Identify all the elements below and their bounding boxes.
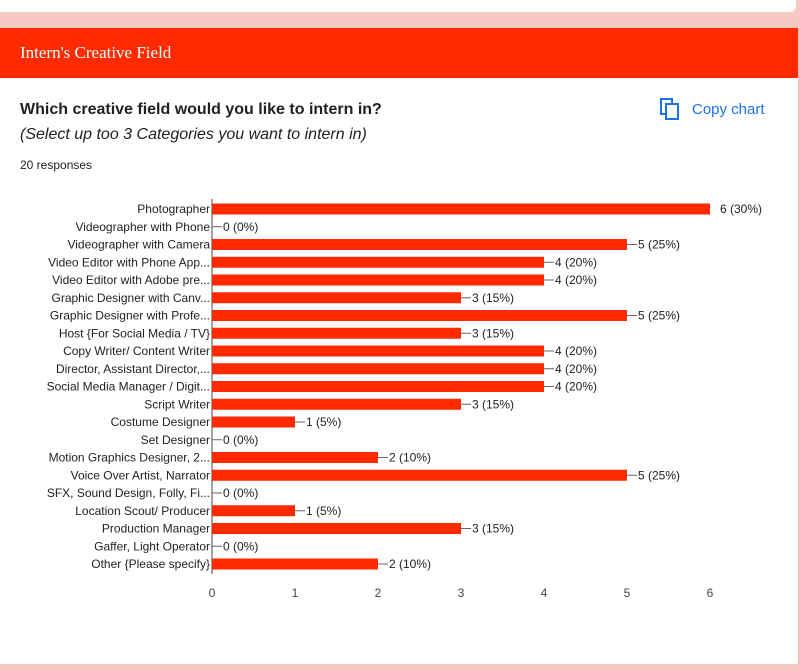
category-label: Location Scout/ Producer: [75, 504, 210, 518]
data-label: 0 (0%): [223, 539, 258, 553]
data-label: 5 (25%): [638, 238, 680, 252]
x-tick-label: 6: [707, 586, 714, 600]
data-label: 1 (5%): [306, 415, 341, 429]
bar: [212, 523, 461, 534]
category-label: Voice Over Artist, Narrator: [71, 468, 210, 482]
category-label: Costume Designer: [111, 415, 210, 429]
section-title: Intern's Creative Field: [20, 43, 172, 62]
data-label: 4 (20%): [555, 362, 597, 376]
bar: [212, 363, 544, 375]
data-label: 3 (15%): [472, 326, 514, 340]
data-label: 0 (0%): [223, 433, 258, 447]
data-label: 2 (10%): [389, 451, 431, 465]
data-label: 3 (15%): [472, 522, 514, 536]
category-label: Video Editor with Phone App...: [48, 255, 210, 269]
category-label: Photographer: [137, 202, 210, 216]
category-label: Videographer with Camera: [67, 238, 210, 252]
data-label: 1 (5%): [306, 504, 341, 518]
bar: [212, 239, 627, 250]
category-label: Production Manager: [102, 522, 210, 536]
bottom-strip: [0, 664, 800, 671]
category-label: Director, Assistant Director,...: [56, 362, 210, 376]
data-label: 4 (20%): [555, 380, 597, 394]
bar: [212, 203, 710, 215]
data-label: 4 (20%): [555, 344, 597, 358]
x-tick-label: 2: [375, 586, 382, 600]
x-tick-label: 1: [292, 586, 299, 600]
previous-card: [0, 0, 796, 12]
data-label: 0 (0%): [223, 220, 258, 234]
data-label: 4 (20%): [555, 255, 597, 269]
category-label: Graphic Designer with Profe...: [50, 309, 210, 323]
copy-chart-button[interactable]: Copy chart: [660, 98, 765, 120]
data-label: 0 (0%): [223, 486, 258, 500]
bar: [212, 505, 295, 517]
bar: [212, 256, 544, 268]
question-card: Intern's Creative Field Which creative f…: [0, 28, 798, 664]
data-label: 3 (15%): [472, 397, 514, 411]
x-tick-label: 0: [209, 586, 216, 600]
section-header: Intern's Creative Field: [0, 28, 798, 78]
copy-icon: [660, 98, 679, 120]
data-label: 2 (10%): [389, 557, 431, 571]
bar: [212, 292, 461, 304]
category-label: Script Writer: [144, 397, 210, 411]
bar: [212, 274, 544, 286]
category-label: Videographer with Phone: [75, 220, 210, 234]
question-title: Which creative field would you like to i…: [20, 101, 382, 118]
data-label: 3 (15%): [472, 291, 514, 305]
x-tick-label: 5: [624, 586, 631, 600]
response-count: 20 responses: [20, 158, 93, 172]
data-label: 6 (30%): [720, 202, 762, 216]
category-label: Host {For Social Media / TV}: [59, 326, 210, 340]
data-label: 5 (25%): [638, 309, 680, 323]
question-subtitle: (Select up too 3 Categories you want to …: [20, 126, 367, 143]
bar: [212, 558, 378, 570]
category-label: SFX, Sound Design, Folly, Fi...: [47, 486, 210, 500]
category-label: Graphic Designer with Canv...: [51, 291, 210, 305]
x-tick-label: 3: [458, 586, 465, 600]
bar: [212, 398, 461, 410]
data-label: 4 (20%): [555, 273, 597, 287]
category-label: Gaffer, Light Operator: [94, 539, 210, 553]
category-label: Other {Please specify}: [91, 557, 210, 571]
bar: [212, 381, 544, 392]
category-label: Motion Graphics Designer, 2...: [49, 451, 210, 465]
category-label: Social Media Manager / Digit...: [47, 380, 210, 394]
data-label: 5 (25%): [638, 468, 680, 482]
bar: [212, 469, 627, 481]
category-label: Set Designer: [141, 433, 210, 447]
bar: [212, 452, 378, 463]
bar: [212, 327, 461, 339]
category-label: Copy Writer/ Content Writer: [63, 344, 210, 358]
bar: [212, 345, 544, 357]
category-label: Video Editor with Adobe pre...: [52, 273, 210, 287]
bar: [212, 310, 627, 321]
copy-chart-label: Copy chart: [692, 100, 765, 118]
bar: [212, 416, 295, 428]
bar-chart: Photographer 6 (30%) Videographer with Pho…: [47, 199, 762, 600]
x-tick-label: 4: [541, 586, 548, 600]
